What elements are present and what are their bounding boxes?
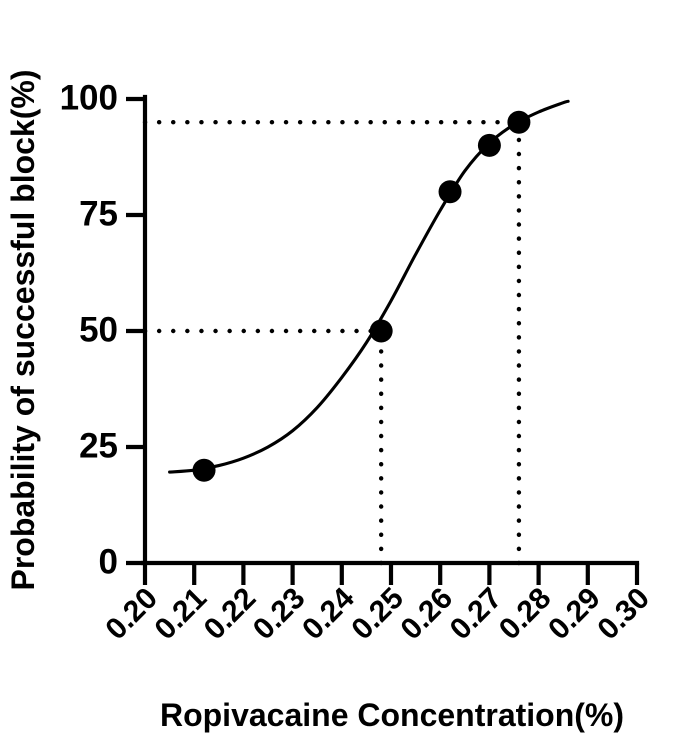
data-point-0.248-50	[369, 319, 393, 343]
data-point-0.27-90	[477, 133, 501, 157]
data-point-markers	[192, 110, 531, 482]
y-tick-label-50: 50	[79, 310, 118, 349]
data-point-0.262-80	[438, 180, 462, 204]
y-axis-tick-labels: 0 25 50 75 100	[60, 78, 118, 581]
axes	[126, 94, 640, 585]
reference-lines	[142, 120, 522, 566]
y-tick-label-75: 75	[79, 194, 118, 233]
y-tick-label-100: 100	[60, 78, 118, 117]
x-tick-label-0.24: 0.24	[296, 581, 361, 646]
y-axis-ticks	[126, 96, 145, 566]
data-point-0.276-95	[507, 110, 531, 134]
x-tick-label-0.20: 0.20	[99, 582, 164, 647]
x-tick-label-0.21: 0.21	[149, 582, 214, 647]
y-axis-title: Probability of successful block(%)	[5, 70, 41, 591]
x-axis-ticks	[142, 563, 640, 585]
fitted-sigmoid-curve	[168, 99, 570, 474]
y-tick-label-0: 0	[99, 542, 118, 581]
x-tick-label-0.30: 0.30	[591, 582, 656, 647]
x-axis-title: Ropivacaine Concentration(%)	[160, 697, 624, 733]
x-tick-label-0.29: 0.29	[542, 582, 607, 647]
x-tick-label-0.27: 0.27	[444, 582, 509, 647]
x-tick-label-0.25: 0.25	[345, 582, 410, 647]
x-tick-label-0.22: 0.22	[198, 582, 263, 647]
x-tick-label-0.23: 0.23	[247, 582, 312, 647]
y-tick-label-25: 25	[79, 426, 118, 465]
data-point-0.212-20	[192, 458, 216, 482]
x-axis-tick-labels: 0.200.210.220.230.240.250.260.270.280.29…	[99, 581, 656, 646]
x-tick-label-0.26: 0.26	[395, 582, 460, 647]
x-tick-label-0.28: 0.28	[493, 582, 558, 647]
